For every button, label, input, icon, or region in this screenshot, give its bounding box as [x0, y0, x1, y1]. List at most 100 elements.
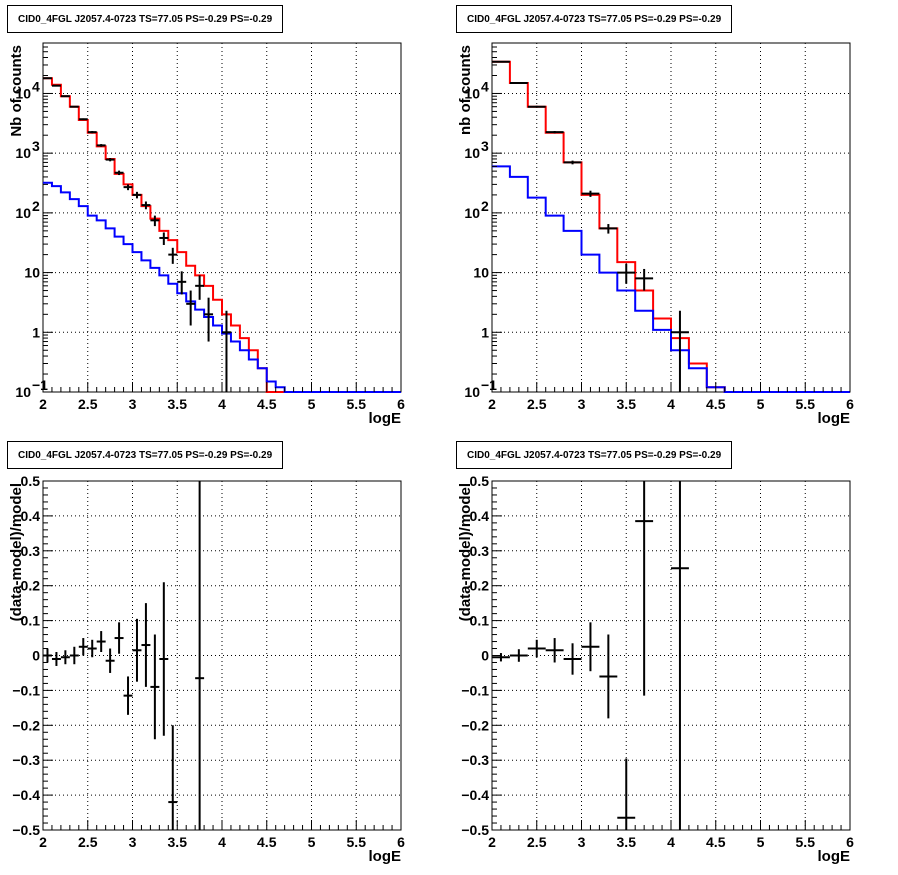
x-tick-label: 4.5 [257, 396, 277, 412]
x-tick-label: 4.5 [257, 834, 277, 850]
data-point [563, 643, 582, 675]
data-point [509, 649, 528, 662]
y-tick-exponent: 4 [32, 78, 40, 94]
data-point [60, 95, 70, 98]
y-tick-exponent: 3 [481, 138, 489, 154]
x-tick-label: 4.5 [706, 396, 726, 412]
data-point [527, 639, 546, 658]
x-tick-label: 2 [39, 834, 47, 850]
data-point [195, 275, 205, 300]
data-point [527, 105, 546, 108]
y-tick-label: 1 [32, 324, 40, 340]
data-point [168, 725, 178, 830]
y-axis-title: (data-model)/model [8, 483, 25, 621]
x-tick-label: 3.5 [168, 396, 188, 412]
residual-chart-right: 2 2.5 3 3.5 4 4.5 5 5.5 6 −0.5 −0.4 −0.3 −0.2 −0.1 0 0.… [457, 473, 854, 865]
data-point [132, 618, 142, 682]
y-axis-title: Nb of counts [8, 45, 25, 137]
x-tick-label: 6 [397, 834, 405, 850]
data-point [141, 603, 151, 687]
data-point [150, 215, 160, 227]
data-point [563, 160, 582, 165]
data-point [204, 297, 214, 342]
data-point [545, 638, 564, 663]
x-axis-title: logE [818, 848, 851, 865]
x-tick-label: 3.5 [617, 834, 637, 850]
y-tick-exponent: 2 [481, 198, 489, 214]
plot-title: CID0_4FGL J2057.4-0723 TS=77.05 PS=-0.29… [7, 441, 284, 469]
data-point [114, 170, 124, 176]
x-tick-label: 3 [578, 396, 586, 412]
x-tick-label: 5.5 [347, 834, 367, 850]
data-point [195, 481, 205, 830]
data-point [87, 131, 97, 134]
x-tick-label: 2 [488, 834, 496, 850]
y-tick-label: −0.1 [461, 682, 489, 698]
data-point [78, 638, 88, 656]
data-point [545, 131, 564, 134]
data-point [617, 758, 636, 830]
data-point [51, 652, 61, 666]
x-tick-label: 3 [129, 396, 137, 412]
x-tick-label: 4 [218, 396, 226, 412]
x-tick-label: 3 [578, 834, 586, 850]
pad-counts-right: CID0_4FGL J2057.4-0723 TS=77.05 PS=-0.29… [449, 0, 898, 437]
x-tick-label: 6 [397, 396, 405, 412]
y-tick-label: −0.4 [12, 787, 40, 803]
data-point [159, 232, 169, 245]
data-point [186, 290, 196, 326]
y-tick-label: 0.4 [21, 508, 41, 524]
data-point [581, 622, 600, 672]
x-tick-label: 5.5 [796, 834, 816, 850]
x-tick-label: 3 [129, 834, 137, 850]
data-point [123, 184, 133, 191]
x-tick-label: 5.5 [347, 396, 367, 412]
data-point [617, 263, 636, 284]
x-axis-title: logE [818, 410, 851, 427]
y-tick-label: −0.3 [461, 752, 489, 768]
y-tick-label: 0.2 [21, 578, 41, 594]
y-tick-label: −0.2 [12, 717, 40, 733]
data-point [105, 157, 115, 162]
x-tick-label: 3.5 [617, 396, 637, 412]
y-tick-label: 10 [15, 145, 31, 161]
x-tick-label: 2 [488, 396, 496, 412]
y-tick-label: 10 [15, 205, 31, 221]
y-tick-label: 0 [32, 648, 40, 664]
x-tick-label: 5 [757, 396, 765, 412]
y-tick-label: −0.4 [461, 787, 489, 803]
data-point [132, 191, 142, 199]
x-tick-label: 4 [218, 834, 226, 850]
data-point [177, 271, 187, 295]
x-axis-title: logE [369, 410, 402, 427]
y-axis-title: (data-model)/model [457, 483, 474, 621]
data-point [635, 268, 654, 291]
y-tick-label: 0.3 [470, 543, 490, 559]
x-tick-label: 6 [846, 834, 854, 850]
y-tick-label: −0.1 [12, 682, 40, 698]
y-tick-label: −0.5 [12, 822, 40, 838]
x-tick-label: 5 [757, 834, 765, 850]
y-tick-label: −0.2 [461, 717, 489, 733]
data-point [168, 247, 178, 264]
y-tick-label: −0.5 [461, 822, 489, 838]
data-point [69, 105, 79, 108]
y-tick-label: 0 [481, 648, 489, 664]
data-point [222, 310, 231, 392]
data-point [159, 582, 169, 736]
pad-residual-left: CID0_4FGL J2057.4-0723 TS=77.05 PS=-0.29… [0, 437, 449, 875]
x-tick-label: 4.5 [706, 834, 726, 850]
data-point [599, 634, 618, 719]
y-tick-label: 10 [473, 265, 489, 281]
data-point [43, 77, 52, 80]
plot-title: CID0_4FGL J2057.4-0723 TS=77.05 PS=-0.29… [456, 441, 733, 469]
data-point [671, 481, 689, 830]
pad-residual-right: CID0_4FGL J2057.4-0723 TS=77.05 PS=-0.29… [449, 437, 898, 875]
y-tick-exponent: 4 [481, 78, 489, 94]
data-point [599, 224, 618, 234]
y-tick-label: 10 [464, 85, 480, 101]
y-tick-label: 10 [24, 265, 40, 281]
y-tick-label: 0.1 [21, 613, 41, 629]
